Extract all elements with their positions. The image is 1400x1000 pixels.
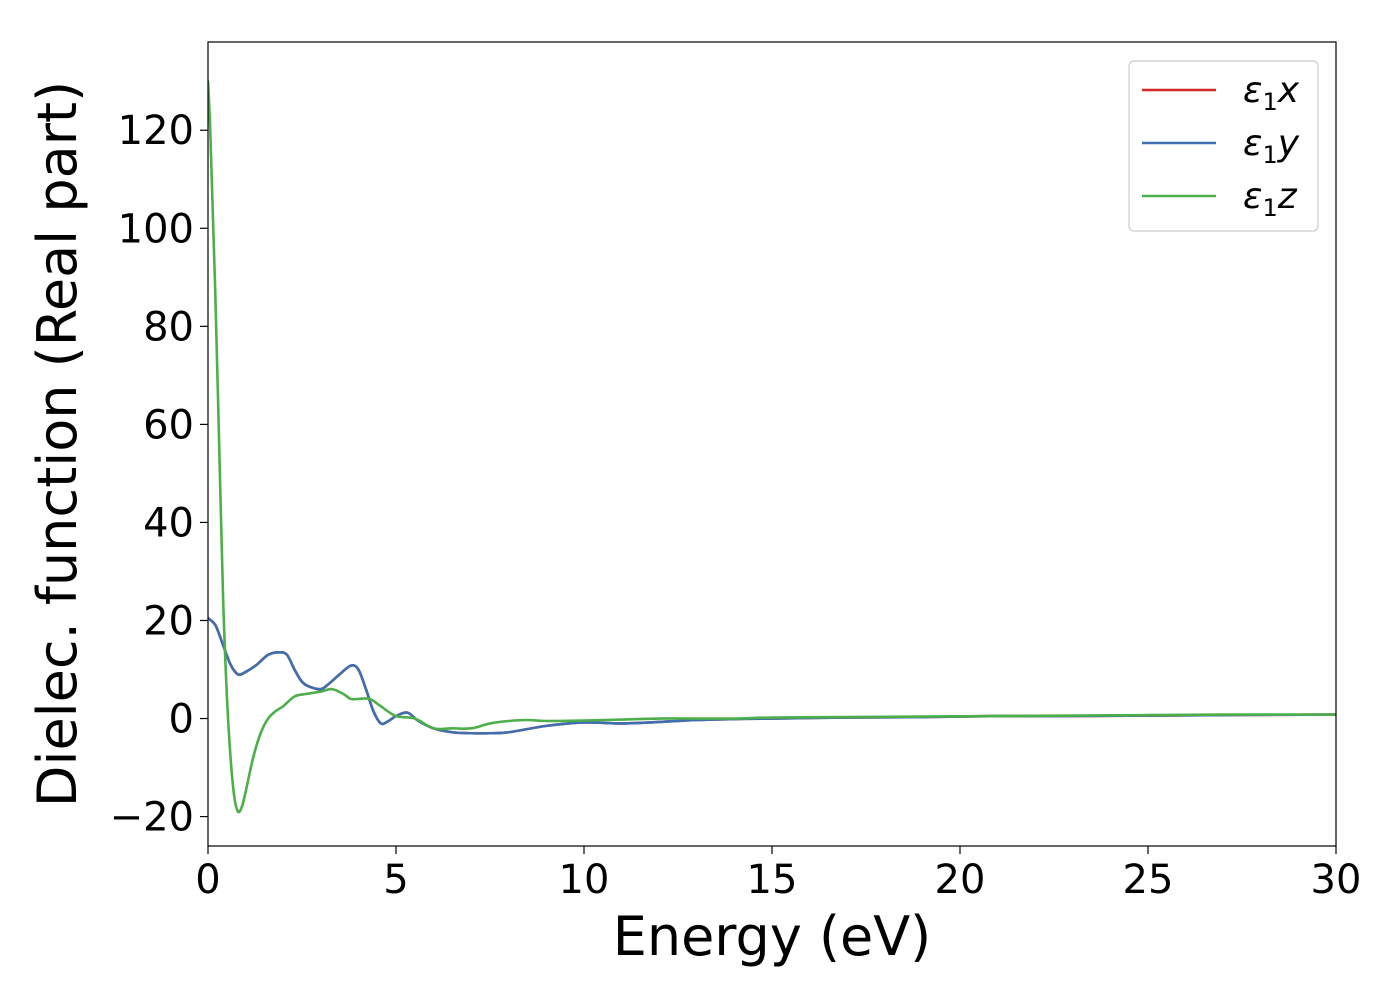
legend-variable: z: [1277, 176, 1298, 217]
x-tick-label: 25: [1123, 857, 1174, 903]
legend-variable: x: [1277, 70, 1300, 111]
legend-label: ε1y: [1243, 123, 1300, 169]
x-tick-label: 0: [195, 857, 220, 903]
legend-label: ε1z: [1243, 176, 1298, 222]
y-tick-label: 60: [143, 402, 194, 448]
legend-symbol: ε: [1243, 70, 1262, 111]
legend-entry-e1y: ε1y: [1142, 123, 1300, 169]
legend-subscript: 1: [1262, 88, 1277, 116]
legend-variable: y: [1277, 123, 1300, 164]
x-axis: 0 5 10 15 20 25 30: [195, 846, 1361, 903]
y-tick-label: 100: [118, 206, 194, 252]
legend-symbol: ε: [1243, 123, 1262, 164]
legend-label: ε1x: [1243, 70, 1300, 116]
x-tick-label: 30: [1311, 857, 1362, 903]
y-tick-label: 0: [169, 697, 194, 743]
y-tick-label: −20: [110, 795, 194, 841]
x-tick-label: 20: [935, 857, 986, 903]
legend-entry-e1x: ε1x: [1142, 70, 1300, 116]
y-tick-label: 20: [143, 598, 194, 644]
x-tick-label: 10: [559, 857, 610, 903]
legend-symbol: ε: [1243, 176, 1262, 217]
y-axis-label: Dielec. function (Real part): [26, 81, 89, 807]
x-tick-label: 15: [747, 857, 798, 903]
x-axis-label: Energy (eV): [613, 905, 932, 968]
legend-subscript: 1: [1262, 141, 1277, 169]
legend-box: [1128, 60, 1319, 232]
y-tick-label: 120: [118, 108, 194, 154]
series-line-e1z: [208, 79, 1336, 814]
y-tick-label: 40: [143, 500, 194, 546]
x-tick-label: 5: [383, 857, 408, 903]
y-tick-label: 80: [143, 304, 194, 350]
series-layer: [208, 79, 1336, 814]
y-axis: −20 0 20 40 60 80 100 120: [110, 108, 208, 841]
legend-entry-e1z: ε1z: [1142, 176, 1298, 222]
legend-subscript: 1: [1262, 194, 1277, 222]
